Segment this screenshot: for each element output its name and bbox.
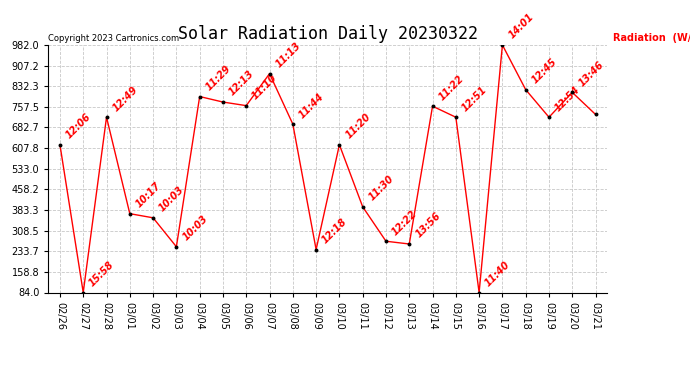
Text: 12:22: 12:22 — [390, 208, 419, 237]
Text: 14:01: 14:01 — [506, 12, 535, 41]
Text: 12:54: 12:54 — [553, 84, 582, 113]
Point — [357, 204, 368, 210]
Text: 15:58: 15:58 — [88, 260, 117, 288]
Point — [451, 114, 462, 120]
Text: 10:03: 10:03 — [181, 214, 210, 243]
Text: 13:56: 13:56 — [413, 211, 442, 240]
Point — [544, 114, 555, 120]
Text: 10:03: 10:03 — [157, 185, 186, 214]
Text: 11:20: 11:20 — [344, 112, 373, 141]
Text: 11:30: 11:30 — [367, 174, 396, 202]
Text: 12:49: 12:49 — [110, 84, 139, 113]
Point — [287, 121, 298, 127]
Text: 12:45: 12:45 — [530, 57, 559, 86]
Point — [334, 142, 345, 148]
Point — [124, 211, 135, 217]
Point — [55, 142, 66, 148]
Text: 11:13: 11:13 — [274, 40, 303, 69]
Text: 11:44: 11:44 — [297, 91, 326, 120]
Text: Copyright 2023 Cartronics.com: Copyright 2023 Cartronics.com — [48, 33, 179, 42]
Point — [310, 246, 322, 252]
Point — [264, 70, 275, 76]
Text: 13:46: 13:46 — [576, 59, 605, 88]
Point — [473, 290, 484, 296]
Point — [590, 111, 601, 117]
Text: 11:29: 11:29 — [204, 63, 233, 92]
Point — [427, 103, 438, 109]
Point — [148, 215, 159, 221]
Point — [520, 87, 531, 93]
Point — [566, 89, 578, 95]
Text: 12:13: 12:13 — [227, 69, 256, 98]
Text: 12:06: 12:06 — [64, 112, 93, 141]
Point — [171, 244, 182, 250]
Point — [101, 114, 112, 120]
Point — [241, 103, 252, 109]
Title: Solar Radiation Daily 20230322: Solar Radiation Daily 20230322 — [178, 26, 477, 44]
Text: Radiation  (W/m2): Radiation (W/m2) — [613, 33, 690, 42]
Text: 10:17: 10:17 — [134, 181, 163, 210]
Point — [78, 290, 89, 296]
Point — [497, 42, 508, 48]
Point — [194, 93, 205, 99]
Point — [217, 99, 228, 105]
Text: 12:18: 12:18 — [320, 216, 349, 245]
Text: 11:40: 11:40 — [483, 260, 512, 288]
Text: 11:10: 11:10 — [250, 73, 279, 102]
Point — [404, 241, 415, 247]
Text: 11:22: 11:22 — [437, 73, 466, 102]
Text: 12:51: 12:51 — [460, 84, 489, 113]
Point — [380, 238, 391, 244]
